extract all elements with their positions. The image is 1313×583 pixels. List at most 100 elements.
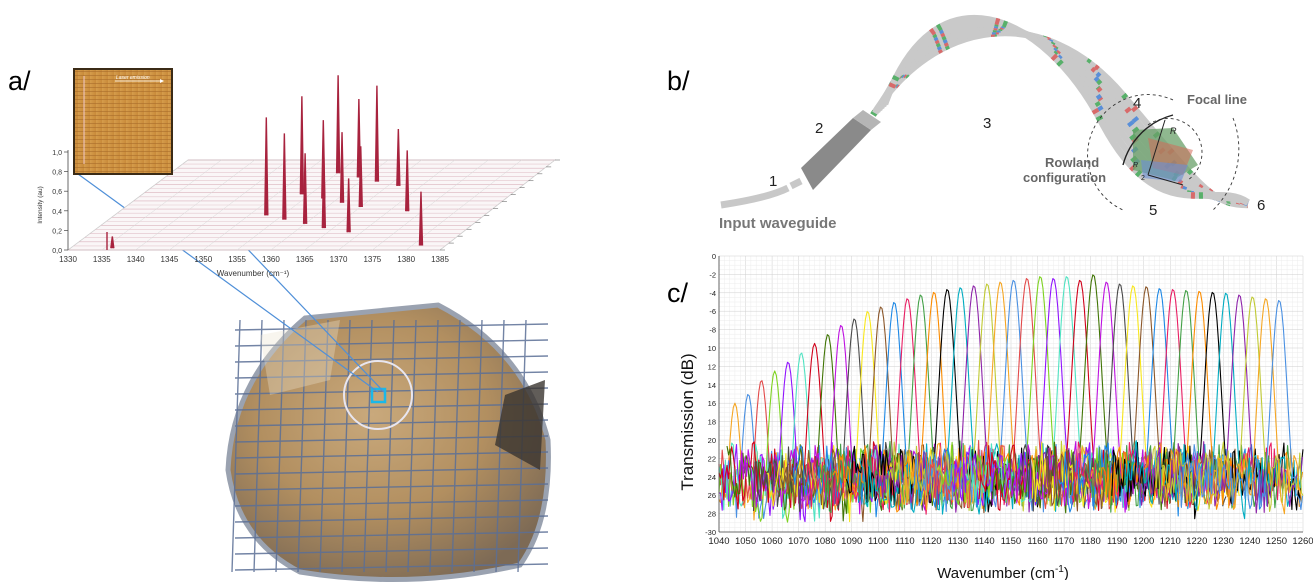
panel-a-peak <box>405 150 410 212</box>
panel-c-x-tick: 1180 <box>1080 536 1100 547</box>
panel-a-x-tick: 1380 <box>397 255 415 264</box>
panel-a-x-tick: 1360 <box>262 255 280 264</box>
label-6: 6 <box>1257 197 1265 214</box>
panel-a-x-tick: 1370 <box>330 255 348 264</box>
panel-a-x-tick: 1375 <box>363 255 381 264</box>
panel-c-x-tick: 1250 <box>1266 536 1287 547</box>
panel-c-y-tick: 14 <box>708 381 716 390</box>
panel-a-y-tick: 0,4 <box>52 209 62 216</box>
panel-c-x-tick: 1170 <box>1054 536 1074 547</box>
panel-a-peak <box>264 117 269 216</box>
panel-a-y-tick: 0,2 <box>52 228 62 235</box>
panel-c-y-tick: -2 <box>709 270 716 279</box>
panel-a-ylabel: Intensity (au) <box>37 186 44 224</box>
panel-a-peak <box>321 157 327 229</box>
panel-c-x-tick: 1240 <box>1239 536 1260 547</box>
panel-c-x-tick: 1090 <box>841 536 862 547</box>
panel-a-peak <box>356 99 362 178</box>
panel-c-x-tick: 1260 <box>1292 536 1313 547</box>
panel-a-chart: 0,0 0,2 0,4 0,6 0,8 1,0 1330 1335 1340 1345 1350 1… <box>37 75 560 278</box>
panel-b-figure: R R 2 Input waveguide 1 2 3 4 5 6 Focal … <box>719 14 1265 232</box>
panel-a-peak <box>110 236 115 249</box>
panel-c-x-tick: 1190 <box>1107 536 1127 547</box>
panel-a-peak <box>418 191 424 246</box>
panel-c-x-tick: 1050 <box>735 536 756 547</box>
panel-a-peak <box>335 75 341 174</box>
panel-a-figure: 0,0 0,2 0,4 0,6 0,8 1,0 1330 1335 1340 1345 1350 1… <box>37 68 560 583</box>
panel-c-x-tick: 1100 <box>868 536 888 547</box>
panel-c-y-tick: 0 <box>712 252 716 261</box>
panel-c-y-tick: 18 <box>708 418 716 427</box>
label-2: 2 <box>815 120 823 137</box>
panel-c-y-tick: 16 <box>708 399 716 408</box>
panel-a-x-tick: 1335 <box>93 255 111 264</box>
laser-emission-label: Laser emission <box>116 75 150 81</box>
panel-c-x-tick: 1080 <box>815 536 836 547</box>
panel-a-label: a/ <box>8 66 31 96</box>
panel-a-y-tick: 0,0 <box>52 248 62 255</box>
panel-a-x-tick: 1340 <box>127 255 145 264</box>
panel-c-y-tick: -8 <box>709 326 716 335</box>
panel-c-x-tick: 1070 <box>788 536 809 547</box>
panel-a-peak <box>299 96 305 195</box>
panel-c-y-tick: -30 <box>705 528 716 537</box>
panel-c-y-tick: 24 <box>708 473 716 482</box>
panel-c-x-tick: 1140 <box>974 536 994 547</box>
panel-a-peak <box>302 153 308 224</box>
panel-c-channel-trace <box>1151 296 1304 512</box>
configuration-label: configuration <box>1023 170 1106 185</box>
rowland-r-label: R <box>1170 126 1177 136</box>
panel-a-y-tick: 1,0 <box>52 150 62 157</box>
panel-c-y-tick: -6 <box>709 307 716 316</box>
rowland-r2-den: 2 <box>1141 175 1145 182</box>
label-3: 3 <box>983 115 991 132</box>
panel-a-peak <box>358 146 363 207</box>
panel-a-x-tick: 1385 <box>431 255 449 264</box>
panel-c-y-tick: 20 <box>708 436 716 445</box>
panel-b-label: b/ <box>667 66 690 96</box>
panel-c-channel-trace <box>1177 300 1304 511</box>
panel-c-x-tick: 1120 <box>921 536 941 547</box>
panel-c-channel-trace <box>718 342 920 522</box>
panel-c-x-tick: 1210 <box>1160 536 1181 547</box>
panel-a-peak <box>282 133 287 220</box>
panel-c-ylabel: Transmission (dB) <box>678 353 697 490</box>
panel-a-peak <box>346 178 351 233</box>
panel-c-x-tick: 1040 <box>708 536 729 547</box>
panel-a-y-tick: 0,8 <box>52 170 62 177</box>
panel-a-peak <box>339 132 345 203</box>
label-4: 4 <box>1133 95 1141 112</box>
panel-c-y-tick: 22 <box>708 454 716 463</box>
panel-c-x-tick: 1230 <box>1213 536 1234 547</box>
panel-c-y-tick: -4 <box>709 289 716 298</box>
panel-a-x-tick: 1355 <box>228 255 246 264</box>
panel-c-y-tick: 26 <box>708 491 716 500</box>
label-5: 5 <box>1149 202 1157 219</box>
rowland-label: Rowland <box>1045 155 1099 170</box>
panel-c-y-tick: 28 <box>708 510 716 519</box>
panel-a-x-tick: 1365 <box>296 255 314 264</box>
panel-a-peak <box>374 85 380 182</box>
panel-c-x-tick: 1160 <box>1027 536 1047 547</box>
wafer-image <box>225 302 551 583</box>
laser-chip-inset: Laser emission <box>73 68 173 175</box>
panel-a-x-tick: 1345 <box>161 255 179 264</box>
panel-c-chart: 1040 1050 1060 1070 1080 1090 1100 1110 1120 1130… <box>678 252 1313 580</box>
panel-a-x-tick: 1350 <box>194 255 212 264</box>
panel-c-channel-trace <box>1164 298 1303 515</box>
panel-a-x-tick: 1330 <box>59 255 77 264</box>
panel-a-y-tick: 0,6 <box>52 189 62 196</box>
panel-c-xlabel: Wavenumber (cm-1) <box>937 564 1069 580</box>
panel-a-xlabel: Wavenumber (cm⁻¹) <box>217 269 290 278</box>
panel-c-x-tick: 1150 <box>1001 536 1021 547</box>
panel-c-y-tick: 12 <box>708 362 716 371</box>
focal-line-label: Focal line <box>1187 92 1247 107</box>
panel-c-x-tick: 1130 <box>948 536 968 547</box>
panel-c-x-tick: 1200 <box>1133 536 1154 547</box>
panel-c-x-tick: 1110 <box>895 536 915 547</box>
panel-c-x-tick: 1060 <box>762 536 783 547</box>
label-1: 1 <box>769 173 777 190</box>
panel-c-label: c/ <box>667 278 689 308</box>
panel-a-peak <box>396 129 401 186</box>
input-waveguide-label: Input waveguide <box>719 215 837 232</box>
